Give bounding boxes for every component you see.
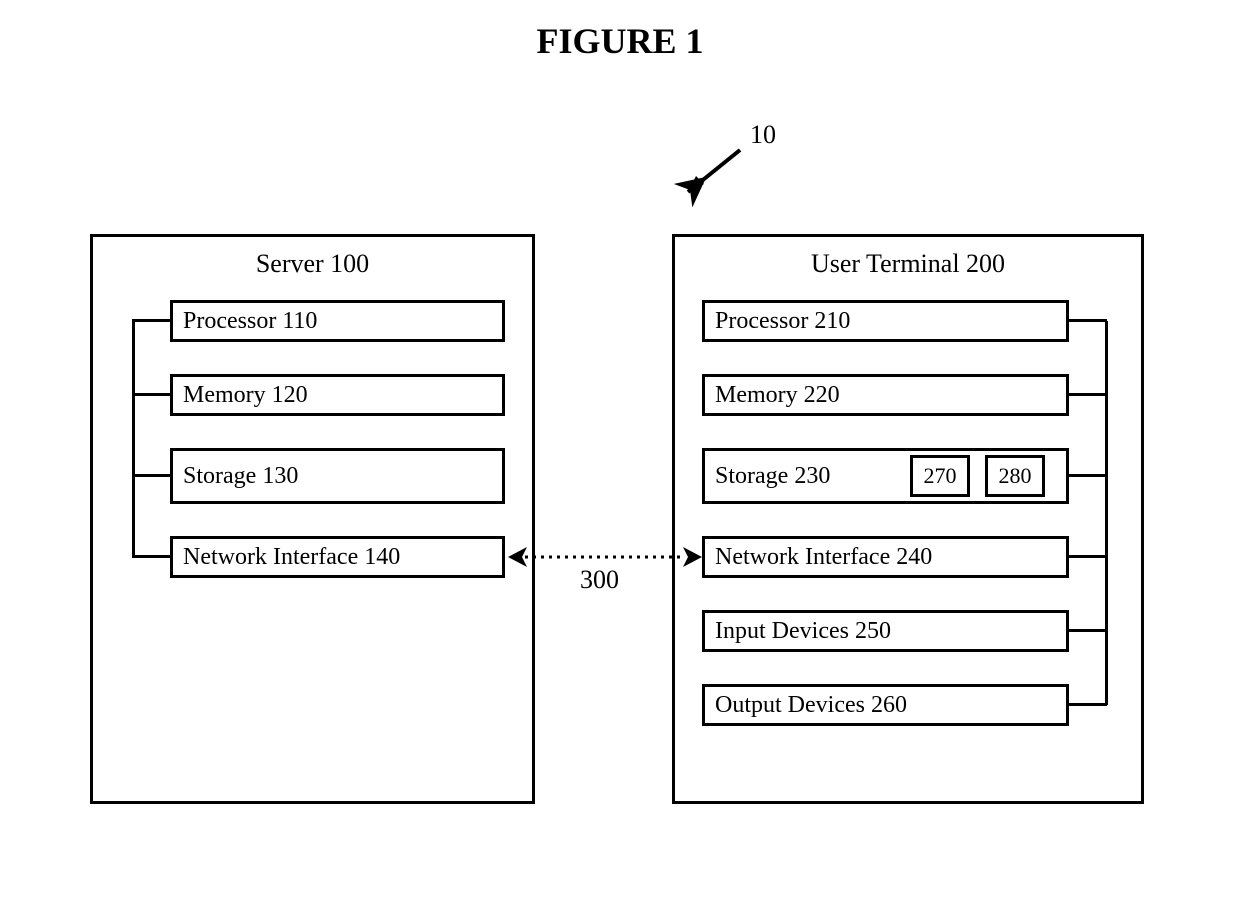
- terminal-storage-sub-270-label: 270: [924, 463, 957, 489]
- terminal-storage-sub-280: 280: [985, 455, 1045, 497]
- terminal-input-label: Input Devices 250: [715, 618, 891, 645]
- server-memory: Memory 120: [170, 374, 505, 416]
- server-stub-2: [132, 393, 170, 396]
- terminal-stub-4: [1069, 555, 1107, 558]
- terminal-output-label: Output Devices 260: [715, 692, 907, 719]
- server-processor-label: Processor 110: [183, 308, 317, 335]
- server-network-label: Network Interface 140: [183, 544, 400, 571]
- terminal-storage-sub-280-label: 280: [999, 463, 1032, 489]
- system-ref-arrow: [660, 140, 750, 210]
- terminal-storage-label: Storage 230: [715, 463, 830, 490]
- server-bus-vertical: [132, 321, 135, 557]
- server-network: Network Interface 140: [170, 536, 505, 578]
- terminal-title: User Terminal 200: [675, 237, 1141, 287]
- server-storage-label: Storage 130: [183, 463, 298, 490]
- terminal-stub-2: [1069, 393, 1107, 396]
- system-ref-label: 10: [750, 120, 776, 150]
- terminal-stub-3: [1069, 474, 1107, 477]
- terminal-memory-label: Memory 220: [715, 382, 840, 409]
- terminal-stub-6: [1069, 703, 1107, 706]
- server-stub-4: [132, 555, 170, 558]
- terminal-bus-vertical: [1105, 321, 1108, 705]
- terminal-memory: Memory 220: [702, 374, 1069, 416]
- server-processor: Processor 110: [170, 300, 505, 342]
- terminal-storage-sub-270: 270: [910, 455, 970, 497]
- server-stub-3: [132, 474, 170, 477]
- terminal-network: Network Interface 240: [702, 536, 1069, 578]
- terminal-input: Input Devices 250: [702, 610, 1069, 652]
- server-stub-1: [132, 319, 170, 322]
- terminal-stub-5: [1069, 629, 1107, 632]
- terminal-processor-label: Processor 210: [715, 308, 850, 335]
- connection-label: 300: [580, 565, 619, 595]
- server-title: Server 100: [93, 237, 532, 287]
- terminal-stub-1: [1069, 319, 1107, 322]
- server-memory-label: Memory 120: [183, 382, 308, 409]
- server-storage: Storage 130: [170, 448, 505, 504]
- terminal-processor: Processor 210: [702, 300, 1069, 342]
- figure-title: FIGURE 1: [0, 20, 1240, 62]
- terminal-output: Output Devices 260: [702, 684, 1069, 726]
- terminal-network-label: Network Interface 240: [715, 544, 932, 571]
